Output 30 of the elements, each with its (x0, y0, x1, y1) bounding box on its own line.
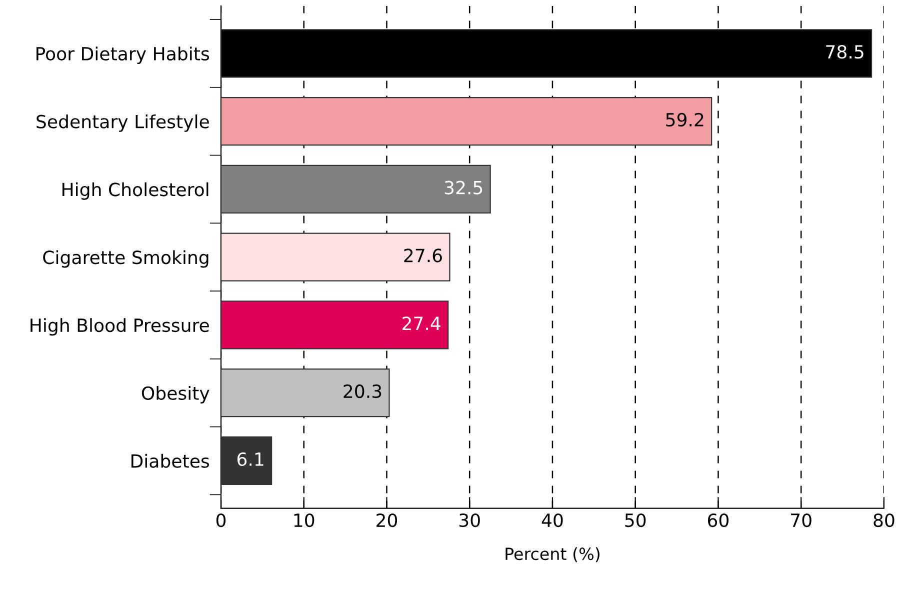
data-label: 78.5 (826, 45, 864, 59)
x-tick-label: 0 (216, 513, 226, 528)
y-tick-label: Cigarette Smoking (43, 250, 208, 268)
x-tick-label: 30 (459, 513, 480, 528)
y-tick-label: High Cholesterol (62, 182, 208, 200)
bar (220, 300, 449, 350)
bar (220, 232, 450, 282)
y-tick-label: Obesity (142, 386, 210, 404)
bar (220, 436, 272, 486)
x-tick-label: 80 (874, 513, 894, 528)
y-tick-label: Poor Dietary Habits (36, 46, 209, 64)
y-tick-label: Sedentary Lifestyle (36, 114, 209, 132)
x-tick-label: 70 (791, 513, 812, 528)
bar (220, 368, 390, 418)
data-label: 6.1 (237, 452, 264, 466)
data-label: 27.4 (402, 316, 440, 330)
x-axis-title: Percent (%) (506, 547, 600, 562)
bar (220, 97, 712, 146)
x-tick-label: 40 (542, 513, 563, 528)
bar (220, 164, 491, 214)
x-tick-label: 20 (376, 513, 398, 528)
x-tick-label: 50 (625, 513, 646, 528)
x-tick-label: 60 (708, 513, 729, 528)
data-label: 59.2 (666, 112, 704, 127)
y-tick-label: High Blood Pressure (30, 318, 209, 336)
data-label: 27.6 (404, 248, 442, 262)
data-label: 20.3 (344, 384, 382, 398)
data-label: 32.5 (444, 180, 482, 194)
x-tick-label: 10 (294, 513, 314, 528)
y-tick-label: Diabetes (132, 454, 209, 468)
